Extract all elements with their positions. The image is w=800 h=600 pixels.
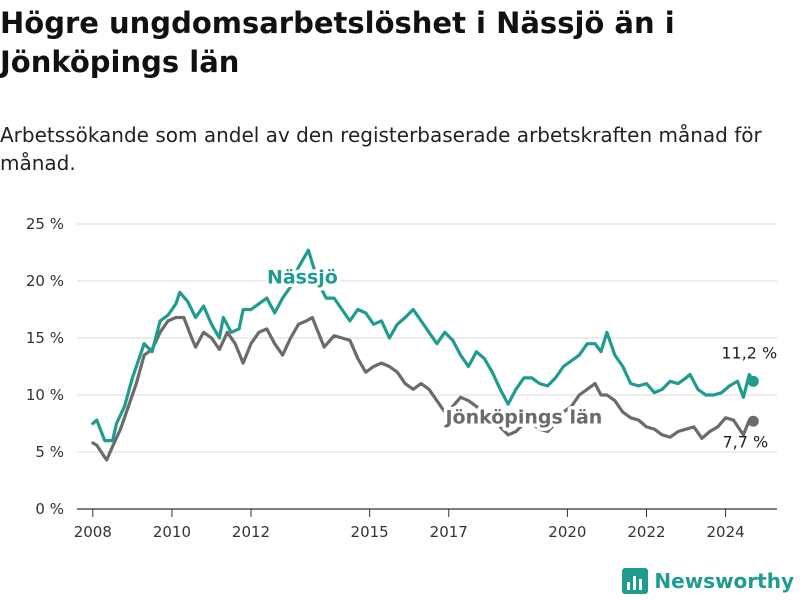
y-tick-label: 0 % xyxy=(35,500,64,518)
chart-subtitle: Arbetssökande som andel av den registerb… xyxy=(0,123,762,175)
y-tick-label: 10 % xyxy=(26,386,64,404)
x-tick-label: 2012 xyxy=(232,523,270,540)
y-tick-label: 20 % xyxy=(26,272,64,290)
y-axis: 0 % 5 % 10 % 15 % 20 % 25 % xyxy=(26,215,64,518)
series-group xyxy=(91,248,759,462)
x-axis: 2008 2010 2012 2015 2017 2020 2022 2024 xyxy=(74,509,745,540)
series-line-nassjo xyxy=(91,248,755,443)
series-label-nassjo: Nässjö xyxy=(267,266,338,288)
bar-chart-icon xyxy=(622,568,649,594)
end-point-lan xyxy=(747,415,759,427)
x-tick-label: 2010 xyxy=(153,523,191,540)
x-tick-label: 2008 xyxy=(74,523,112,540)
x-tick-label: 2022 xyxy=(627,523,665,540)
y-tick-label: 15 % xyxy=(26,329,64,347)
brand-name: Newsworthy xyxy=(654,569,794,593)
x-tick-label: 2020 xyxy=(548,523,586,540)
gridlines xyxy=(77,223,777,510)
end-point-nassjo xyxy=(747,375,759,387)
end-label-nassjo: 11,2 % xyxy=(721,344,777,363)
series-labels: Nässjö Jönköpings län 11,2 % 7,7 % xyxy=(263,263,777,452)
x-tick-label: 2015 xyxy=(351,523,389,540)
y-tick-label: 5 % xyxy=(35,443,64,461)
end-label-lan: 7,7 % xyxy=(722,432,768,451)
series-line-lan xyxy=(91,315,755,462)
x-tick-label: 2017 xyxy=(430,523,468,540)
line-chart: 0 %5 %10 %15 %20 %25 % 2008 2010 2012 2015 2… xyxy=(26,215,777,540)
series-label-lan: Jönköpings län xyxy=(443,407,602,429)
newsworthy-logo: Newsworthy xyxy=(622,568,794,594)
chart-title: Högre ungdomsarbetslöshet i Nässjö än i … xyxy=(0,6,675,79)
y-tick-label: 25 % xyxy=(26,215,64,233)
x-tick-label: 2024 xyxy=(706,523,744,540)
